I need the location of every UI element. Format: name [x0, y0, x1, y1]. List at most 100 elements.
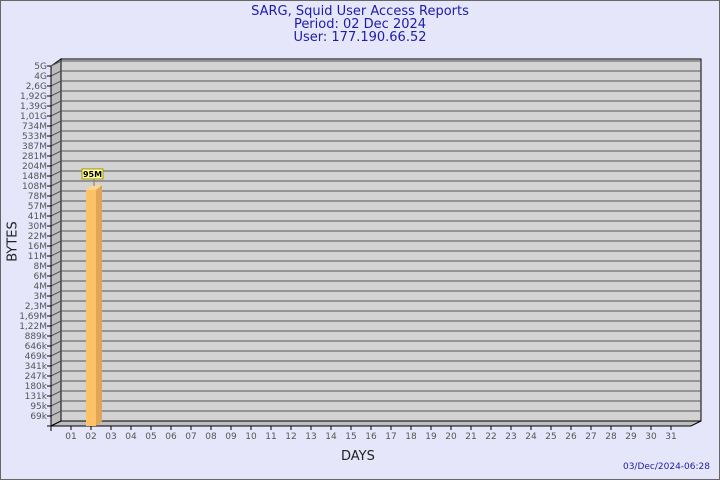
y-tick-label: 533M	[22, 132, 47, 142]
grid-line-side	[50, 310, 62, 317]
x-tick-label: 21	[465, 432, 476, 442]
y-tick-label: 2,6G	[26, 82, 47, 92]
y-tick-label: 1,01G	[20, 112, 47, 122]
y-tick-label: 8M	[34, 262, 48, 272]
grid-line-side	[50, 380, 62, 387]
x-tick-label: 27	[585, 432, 596, 442]
y-tick-label: 41M	[28, 212, 47, 222]
grid-line-side	[50, 320, 62, 327]
x-tick-label: 12	[285, 432, 296, 442]
grid-line-side	[50, 210, 62, 217]
y-tick-label: 69k	[30, 412, 47, 422]
grid-line-side	[50, 110, 62, 117]
x-tick-label: 23	[505, 432, 516, 442]
y-tick-label: 131k	[25, 392, 48, 402]
y-tick-label: 734M	[22, 122, 47, 132]
y-tick-label: 148M	[22, 172, 47, 182]
chart-period: Period: 02 Dec 2024	[293, 17, 427, 32]
x-tick-label: 15	[345, 432, 356, 442]
grid-line-side	[50, 160, 62, 167]
grid-line-side	[50, 410, 62, 417]
y-tick-label: 22M	[28, 232, 47, 242]
x-tick-label: 18	[405, 432, 417, 442]
grid-line-side	[50, 330, 62, 337]
y-tick-label: 4G	[34, 72, 47, 82]
grid-line-side	[50, 130, 62, 137]
x-tick-label: 29	[625, 432, 637, 442]
grid-line-side	[50, 170, 62, 177]
floor	[50, 420, 702, 427]
x-tick-label: 19	[425, 432, 437, 442]
grid-line-side	[50, 100, 62, 107]
y-tick-label: 16M	[28, 242, 47, 252]
x-tick-label: 04	[125, 432, 137, 442]
x-tick-label: 30	[645, 432, 657, 442]
y-tick-label: 1,22M	[19, 322, 47, 332]
x-tick-label: 13	[305, 432, 316, 442]
y-tick-label: 180k	[25, 382, 48, 392]
x-tick-label: 09	[225, 432, 237, 442]
x-tick-label: 05	[145, 432, 156, 442]
y-tick-label: 889k	[25, 332, 48, 342]
grid-line-side	[50, 150, 62, 157]
grid-line-side	[50, 180, 62, 187]
grid-line-side	[50, 90, 62, 97]
timestamp: 03/Dec/2024-06:28	[622, 462, 710, 472]
y-tick-label: 1,69M	[19, 312, 47, 322]
y-tick-label: 247k	[25, 372, 48, 382]
bar	[86, 189, 96, 426]
x-tick-label: 11	[265, 432, 276, 442]
grid-line-side	[50, 230, 62, 237]
y-tick-label: 57M	[28, 202, 47, 212]
grid-line-side	[50, 70, 62, 77]
y-tick-label: 341k	[25, 362, 48, 372]
grid-line-side	[50, 280, 62, 287]
y-tick-label: 281M	[22, 152, 47, 162]
grid-line-side	[50, 400, 62, 407]
grid-line-side	[50, 340, 62, 347]
x-tick-label: 10	[245, 432, 257, 442]
x-tick-label: 31	[665, 432, 676, 442]
y-tick-label: 95k	[30, 402, 47, 412]
y-tick-label: 469k	[25, 352, 48, 362]
y-tick-label: 4M	[34, 282, 48, 292]
grid-line-side	[50, 360, 62, 367]
back-wall	[60, 58, 702, 422]
grid-line-side	[50, 120, 62, 127]
y-tick-label: 11M	[28, 252, 47, 262]
chart-user: User: 177.190.66.52	[293, 30, 427, 45]
grid-line-side	[50, 220, 62, 227]
y-tick-label: 387M	[22, 142, 47, 152]
x-axis-label: DAYS	[341, 449, 375, 464]
chart-title: SARG, Squid User Access Reports	[251, 4, 469, 19]
y-tick-label: 1,92G	[20, 92, 47, 102]
x-tick-label: 08	[205, 432, 217, 442]
x-tick-label: 06	[165, 432, 177, 442]
x-tick-label: 02	[85, 432, 96, 442]
x-tick-label: 24	[525, 432, 537, 442]
x-tick-label: 01	[65, 432, 76, 442]
x-tick-label: 07	[185, 432, 196, 442]
y-tick-label: 3M	[34, 292, 48, 302]
y-tick-label: 5G	[34, 62, 47, 72]
grid-line-side	[50, 290, 62, 297]
grid-line-side	[50, 300, 62, 307]
grid-line-side	[50, 250, 62, 257]
grid-line-side	[50, 60, 62, 67]
x-tick-label: 20	[445, 432, 457, 442]
grid-line-side	[50, 80, 62, 87]
grid-line-side	[50, 190, 62, 197]
bar-top	[86, 184, 102, 190]
x-tick-label: 17	[385, 432, 396, 442]
y-axis-label: BYTES	[5, 221, 21, 262]
y-tick-label: 6M	[34, 272, 48, 282]
grid-line-side	[50, 390, 62, 397]
data-label-box	[81, 168, 104, 180]
y-tick-label: 204M	[22, 162, 47, 172]
y-tick-label: 108M	[22, 182, 47, 192]
x-tick-label: 16	[365, 432, 377, 442]
grid-line-side	[50, 270, 62, 277]
y-tick-label: 78M	[28, 192, 47, 202]
